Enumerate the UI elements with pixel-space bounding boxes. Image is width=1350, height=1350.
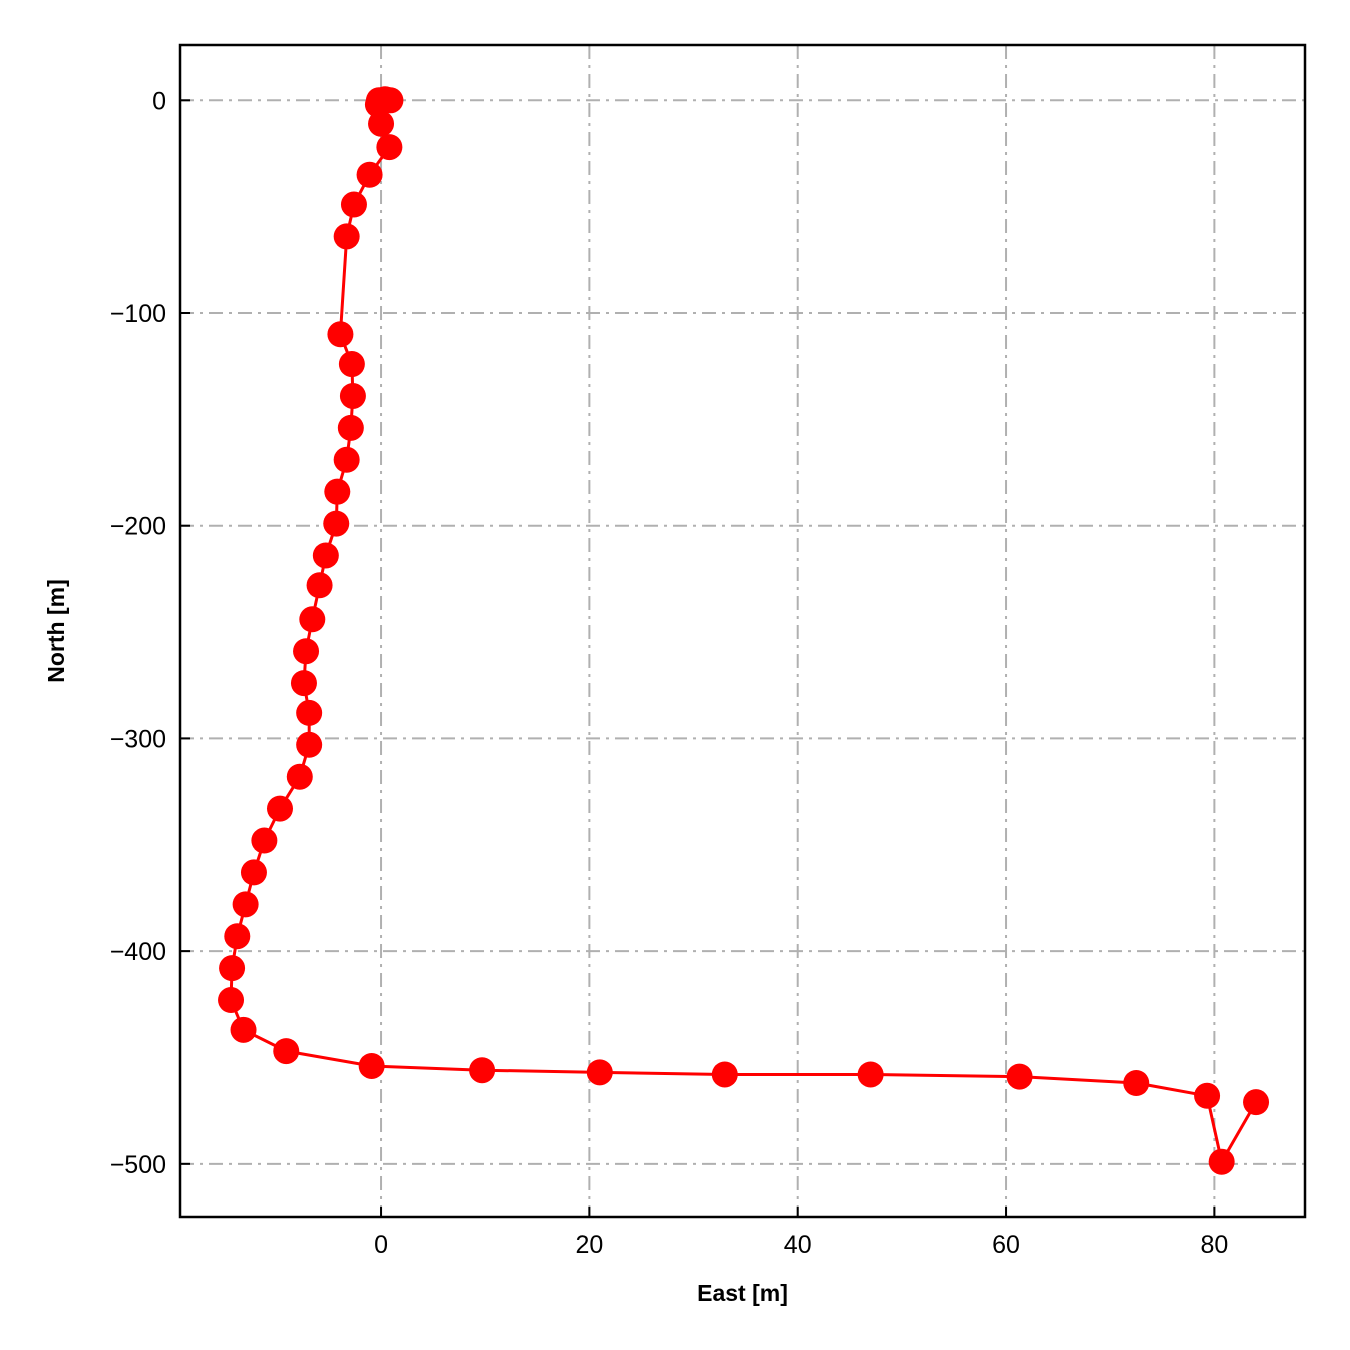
trajectory-point-42 (1243, 1089, 1270, 1116)
trajectory-point-37 (857, 1061, 884, 1088)
trajectory-point-35 (586, 1059, 613, 1086)
trajectory-point-21 (296, 699, 323, 726)
trajectory-point-39 (1123, 1069, 1150, 1096)
trajectory-point-4 (368, 110, 395, 137)
trajectory-point-5 (376, 134, 403, 161)
trajectory-point-3 (364, 91, 391, 118)
trajectory-point-34 (469, 1057, 496, 1084)
x-tick-label-1: 20 (575, 1231, 603, 1259)
y-tick-label-2: −200 (110, 513, 166, 541)
trajectory-point-17 (306, 572, 333, 599)
y-tick-label-4: −400 (110, 938, 166, 966)
y-axis-label: North [m] (43, 579, 69, 682)
x-tick-label-3: 60 (992, 1231, 1020, 1259)
trajectory-markers (218, 86, 1270, 1175)
axis-ticks: 0 20 40 60 80 0 −100 −200 −300 −400 −500 (110, 87, 1229, 1259)
trajectory-point-14 (324, 478, 351, 505)
trajectory-point-22 (296, 731, 323, 758)
trajectory-point-6 (356, 161, 383, 188)
x-tick-label-4: 80 (1200, 1231, 1228, 1259)
trajectory-point-10 (338, 351, 365, 378)
grid-lines (180, 45, 1305, 1217)
trajectory-point-7 (340, 191, 367, 218)
trajectory-point-9 (327, 321, 354, 348)
trajectory-point-8 (333, 223, 360, 250)
trajectory-point-19 (293, 638, 320, 665)
y-tick-label-3: −300 (110, 725, 166, 753)
trajectory-point-38 (1006, 1063, 1033, 1090)
trajectory-point-28 (224, 923, 251, 950)
trajectory-point-41 (1208, 1148, 1235, 1175)
trajectory-point-12 (337, 414, 364, 441)
y-tick-label-5: −500 (110, 1151, 166, 1179)
trajectory-line (229, 97, 1258, 1164)
trajectory-point-13 (333, 446, 360, 473)
trajectory-line-layer (229, 97, 1258, 1164)
trajectory-point-15 (323, 510, 350, 537)
plot-frame (178, 43, 1307, 1219)
trajectory-point-26 (240, 859, 267, 886)
trajectory-point-25 (251, 827, 278, 854)
y-tick-label-1: −100 (110, 300, 166, 328)
y-tick-label-0: 0 (152, 87, 166, 115)
trajectory-point-16 (312, 542, 339, 569)
trajectory-point-20 (290, 670, 317, 697)
trajectory-point-18 (299, 606, 326, 633)
x-axis-label: East [m] (697, 1280, 788, 1306)
trajectory-point-23 (286, 763, 313, 790)
trajectory-point-27 (232, 891, 259, 918)
trajectory-point-36 (711, 1061, 738, 1088)
x-tick-label-2: 40 (784, 1231, 812, 1259)
trajectory-point-31 (230, 1016, 257, 1043)
trajectory-point-24 (267, 795, 293, 822)
trajectory-point-32 (273, 1038, 300, 1065)
trajectory-point-33 (358, 1052, 385, 1079)
trajectory-point-40 (1194, 1082, 1221, 1109)
trajectory-point-29 (219, 955, 246, 982)
trajectory-point-30 (218, 987, 245, 1014)
x-tick-label-0: 0 (374, 1231, 388, 1259)
trajectory-point-11 (339, 382, 366, 409)
